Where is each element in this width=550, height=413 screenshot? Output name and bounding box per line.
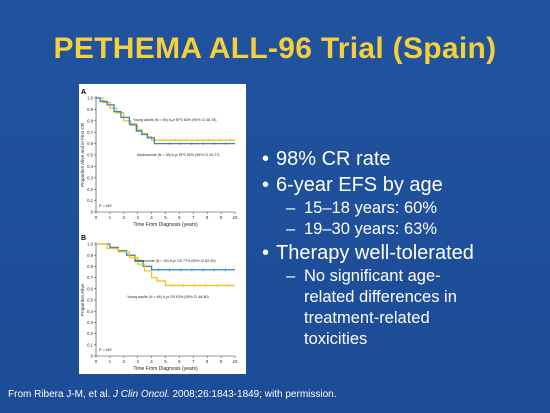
bullet-dash-icon: – xyxy=(286,199,296,217)
citation-journal: J Clin Oncol. xyxy=(113,389,170,400)
x-tick-label: 3 xyxy=(137,215,140,220)
x-tick-label: 6 xyxy=(178,359,181,364)
y-tick-label: 0.9 xyxy=(87,253,93,258)
x-tick-label: 10 xyxy=(233,359,238,364)
y-axis-label: Proportion Alive and in First CR xyxy=(80,122,85,187)
y-tick-label: 0 xyxy=(91,210,94,215)
bullet-dash-icon: – xyxy=(286,220,296,238)
sub-bullet-item: –19–30 years: 63% xyxy=(262,219,542,240)
bullet-dot-icon: • xyxy=(262,148,270,170)
sub-bullet-item: treatment-related xyxy=(262,308,542,329)
x-tick-label: 2 xyxy=(123,359,126,364)
bullet-text: toxicities xyxy=(304,330,368,348)
x-tick-label: 1 xyxy=(109,359,112,364)
bullet-dot-icon: • xyxy=(262,174,270,196)
series-label: Young adults (N = 46) 6-yr OS 63% (95% C… xyxy=(127,295,209,299)
y-tick-label: 0.5 xyxy=(87,153,93,158)
bullet-item: • 6-year EFS by age xyxy=(262,172,542,198)
km-curve-2 xyxy=(96,97,235,145)
x-tick-label: 5 xyxy=(164,215,167,220)
x-tick-label: 5 xyxy=(164,359,167,364)
bullet-item: • Therapy well-tolerated xyxy=(262,240,542,266)
y-tick-label: 0.5 xyxy=(87,298,93,303)
x-tick-label: 9 xyxy=(220,215,223,220)
y-tick-label: 1.0 xyxy=(87,242,93,247)
x-tick-label: 4 xyxy=(150,359,153,364)
survival-figure: A 0 0.1 0.2 0.3 0.4 0.5 0.6 0.7 0.8 0.9 1.0 0 1 2 3 4 5 6 7… xyxy=(79,84,246,374)
x-tick-label: 7 xyxy=(192,359,195,364)
series-label: Adolescents (N = 35) 6-yr EFS 60% (95% C… xyxy=(137,153,219,157)
x-tick-label: 6 xyxy=(178,215,181,220)
citation-suffix: 2008;26:1843-1849; with permission. xyxy=(172,389,337,400)
y-tick-label: 1.0 xyxy=(87,96,93,101)
survival-charts: A 0 0.1 0.2 0.3 0.4 0.5 0.6 0.7 0.8 0.9 1.0 0 1 2 3 4 5 6 7… xyxy=(80,89,238,372)
x-tick-label: 1 xyxy=(109,215,112,220)
bullet-text: 19–30 years: 63% xyxy=(304,220,438,238)
y-tick-label: 0.7 xyxy=(87,130,93,135)
km-curve-1 xyxy=(96,243,235,271)
bullet-dot-icon: • xyxy=(262,242,270,264)
p-value-annotation: P = NS xyxy=(99,347,112,352)
y-tick-label: 0.2 xyxy=(87,187,93,192)
bullet-item: • 98% CR rate xyxy=(262,146,542,172)
y-tick-label: 0.1 xyxy=(87,342,93,347)
x-tick-label: 3 xyxy=(137,359,140,364)
x-tick-label: 2 xyxy=(123,215,126,220)
x-tick-label: 7 xyxy=(192,215,195,220)
bullet-text: treatment-related xyxy=(304,309,430,327)
y-tick-label: 0.2 xyxy=(87,331,93,336)
x-tick-label: 4 xyxy=(150,215,153,220)
bullet-text: 98% CR rate xyxy=(276,148,391,170)
bullet-text: 6-year EFS by age xyxy=(276,174,443,196)
km-curve-2 xyxy=(96,243,235,287)
bullet-text: related differences in xyxy=(304,288,457,306)
y-tick-label: 0.1 xyxy=(87,198,93,203)
y-tick-label: 0.4 xyxy=(87,309,93,314)
sub-bullet-item: related differences in xyxy=(262,287,542,308)
bullet-list: • 98% CR rate • 6-year EFS by age –15–18 yea… xyxy=(262,146,542,350)
x-axis-label: Time From Diagnosis (years) xyxy=(133,366,198,372)
y-tick-label: 0 xyxy=(91,354,94,359)
x-tick-label: 10 xyxy=(233,215,238,220)
y-tick-label: 0.3 xyxy=(87,320,93,325)
y-tick-label: 0.6 xyxy=(87,141,93,146)
sub-bullet-item: –15–18 years: 60% xyxy=(262,198,542,219)
bullet-dash-icon: – xyxy=(286,267,296,285)
y-tick-label: 0.3 xyxy=(87,175,93,180)
series-label: Young adults (N = 46) 6-yr EFS 63% (95% … xyxy=(133,118,216,122)
slide-title: PETHEMA ALL-96 Trial (Spain) xyxy=(53,32,497,65)
citation: From Ribera J-M, et al. J Clin Oncol. 20… xyxy=(8,389,337,400)
x-tick-label: 8 xyxy=(206,215,209,220)
p-value-annotation: P = NS xyxy=(99,203,112,208)
bullet-text: Therapy well-tolerated xyxy=(276,242,474,264)
citation-prefix: From Ribera J-M, et al. xyxy=(8,389,111,400)
y-tick-label: 0.6 xyxy=(87,286,93,291)
sub-bullet-item: toxicities xyxy=(262,329,542,350)
series-label: Adolescents (N = 35) 6-yr OS 77% (95% CI… xyxy=(135,259,216,263)
panel-label: B xyxy=(81,235,86,242)
x-tick-label: 8 xyxy=(206,359,209,364)
y-tick-label: 0.8 xyxy=(87,118,93,123)
y-tick-label: 0.7 xyxy=(87,275,93,280)
bullet-text: No significant age- xyxy=(304,267,441,285)
x-axis-label: Time From Diagnosis (years) xyxy=(133,222,198,228)
y-tick-label: 0.8 xyxy=(87,264,93,269)
x-tick-label: 9 xyxy=(220,359,223,364)
bullet-text: 15–18 years: 60% xyxy=(304,199,438,217)
sub-bullet-item: – No significant age- xyxy=(262,266,542,287)
y-tick-label: 0.4 xyxy=(87,164,93,169)
x-tick-label: 0 xyxy=(95,215,98,220)
y-axis-label: Proportion Alive xyxy=(80,283,85,316)
x-tick-label: 0 xyxy=(95,359,98,364)
panel-label: A xyxy=(81,89,86,96)
y-tick-label: 0.9 xyxy=(87,107,93,112)
